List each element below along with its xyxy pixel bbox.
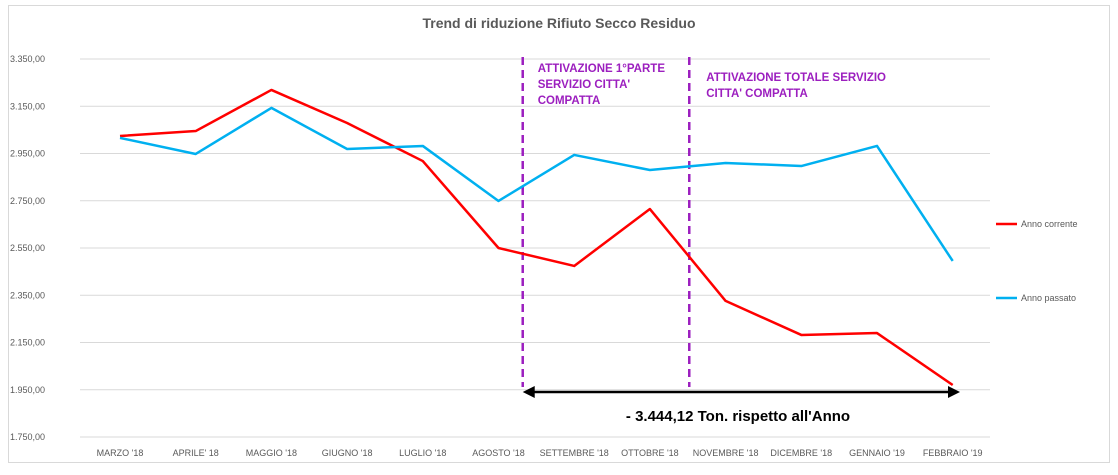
x-tick-label: GENNAIO '19 — [849, 448, 905, 458]
y-tick-label: 2.950,00 — [10, 149, 45, 159]
x-tick-label: SETTEMBRE '18 — [540, 448, 609, 458]
y-tick-label: 2.150,00 — [10, 338, 45, 348]
x-tick-label: FEBBRAIO '19 — [923, 448, 983, 458]
first-activation-label: SERVIZIO CITTA' — [538, 79, 631, 91]
legend-label: Anno corrente — [1021, 219, 1078, 229]
y-tick-label: 2.350,00 — [10, 290, 45, 300]
x-tick-label: NOVEMBRE '18 — [693, 448, 759, 458]
first-activation-label: COMPATTA — [538, 95, 601, 107]
y-tick-label: 2.750,00 — [10, 196, 45, 206]
y-tick-label: 1.950,00 — [10, 385, 45, 395]
x-tick-label: AGOSTO '18 — [472, 448, 525, 458]
total-activation-label: ATTIVAZIONE TOTALE SERVIZIO — [706, 72, 886, 84]
chart-title: Trend di riduzione Rifiuto Secco Residuo — [422, 15, 695, 31]
x-tick-label: MARZO '18 — [97, 448, 144, 458]
y-tick-label: 1.750,00 — [10, 432, 45, 442]
first-activation-label: ATTIVAZIONE 1°PARTE — [538, 63, 666, 75]
y-tick-label: 3.350,00 — [10, 54, 45, 64]
reduction-label: - 3.444,12 Ton. rispetto all'Anno — [626, 408, 850, 425]
y-tick-label: 3.150,00 — [10, 101, 45, 111]
total-activation-label: CITTA' COMPATTA — [706, 88, 808, 100]
legend-label: Anno passato — [1021, 293, 1076, 303]
x-tick-label: DICEMBRE '18 — [770, 448, 832, 458]
x-tick-label: OTTOBRE '18 — [621, 448, 679, 458]
x-tick-label: LUGLIO '18 — [399, 448, 446, 458]
x-tick-label: MAGGIO '18 — [246, 448, 297, 458]
y-tick-label: 2.550,00 — [10, 243, 45, 253]
x-tick-label: GIUGNO '18 — [322, 448, 373, 458]
x-tick-label: APRILE' 18 — [173, 448, 219, 458]
